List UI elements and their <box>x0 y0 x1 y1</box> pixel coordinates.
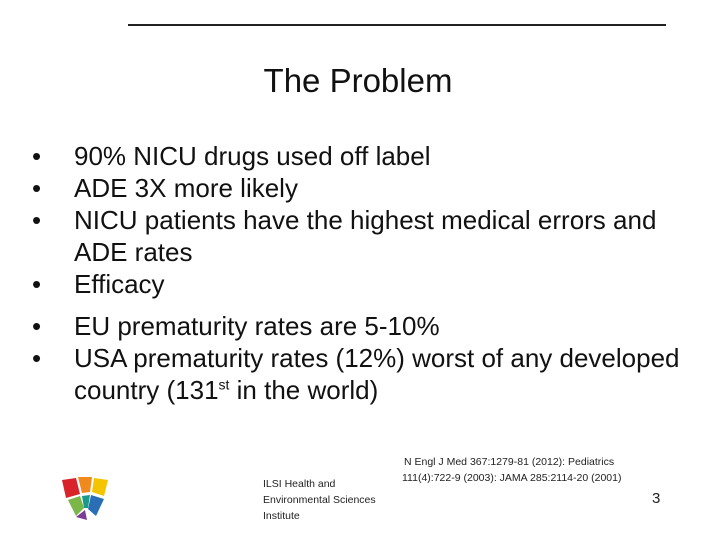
references: N Engl J Med 367:1279-81 (2012): Pediatr… <box>402 454 682 486</box>
reference-line: N Engl J Med 367:1279-81 (2012): Pediatr… <box>404 456 615 468</box>
slide-title-text: The Problem <box>263 62 453 99</box>
institute-line: ILSI Health and <box>263 478 336 490</box>
bullet-text: NICU patients have the highest medical e… <box>74 205 657 267</box>
bullet-item: NICU patients have the highest medical e… <box>28 204 698 268</box>
bullet-text: Efficacy <box>74 269 165 299</box>
bullet-text: 90% NICU drugs used off label <box>74 141 431 171</box>
institute-name: ILSI Health and Environmental Sciences I… <box>263 476 403 524</box>
reference-line: 111(4):722-9 (2003): JAMA 285:2114-20 (2… <box>402 472 622 484</box>
ordinal-superscript: st <box>218 376 230 393</box>
ilsi-logo-icon <box>62 477 108 520</box>
bullet-text-tail: in the world) <box>229 375 379 405</box>
bullet-text: USA prematurity rates (12%) worst of any… <box>74 343 680 405</box>
institute-line: Environmental Sciences <box>263 494 376 506</box>
bullet-list: 90% NICU drugs used off label ADE 3X mor… <box>28 140 698 406</box>
top-divider <box>128 24 666 26</box>
bullet-item: 90% NICU drugs used off label <box>28 140 698 172</box>
slide-title: The Problem <box>0 62 720 100</box>
bullet-item: USA prematurity rates (12%) worst of any… <box>28 342 698 406</box>
bullet-item: EU prematurity rates are 5-10% <box>28 310 698 342</box>
bullet-text: EU prematurity rates are 5-10% <box>74 311 440 341</box>
bullet-text: ADE 3X more likely <box>74 173 298 203</box>
bullet-item: ADE 3X more likely <box>28 172 698 204</box>
institute-line: Institute <box>263 510 300 522</box>
bullet-item: Efficacy <box>28 268 698 300</box>
page-number: 3 <box>652 490 661 507</box>
